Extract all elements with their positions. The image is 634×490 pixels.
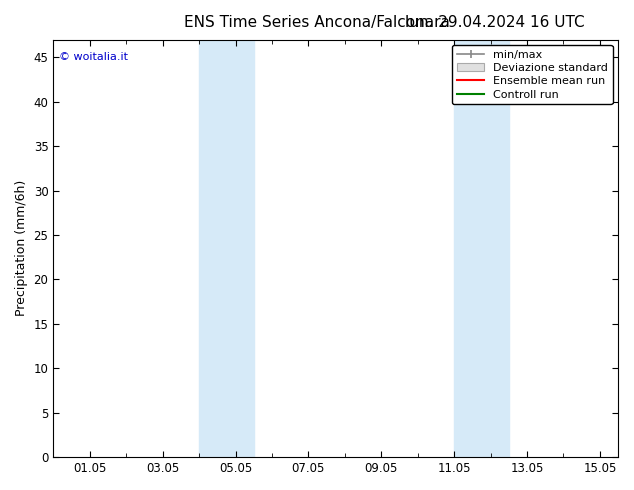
Text: lun. 29.04.2024 16 UTC: lun. 29.04.2024 16 UTC — [404, 15, 585, 30]
Text: © woitalia.it: © woitalia.it — [59, 52, 128, 62]
Bar — [199, 40, 254, 457]
Legend: min/max, Deviazione standard, Ensemble mean run, Controll run: min/max, Deviazione standard, Ensemble m… — [452, 45, 612, 104]
Bar — [454, 40, 509, 457]
Y-axis label: Precipitation (mm/6h): Precipitation (mm/6h) — [15, 180, 28, 317]
Text: ENS Time Series Ancona/Falconara: ENS Time Series Ancona/Falconara — [184, 15, 450, 30]
